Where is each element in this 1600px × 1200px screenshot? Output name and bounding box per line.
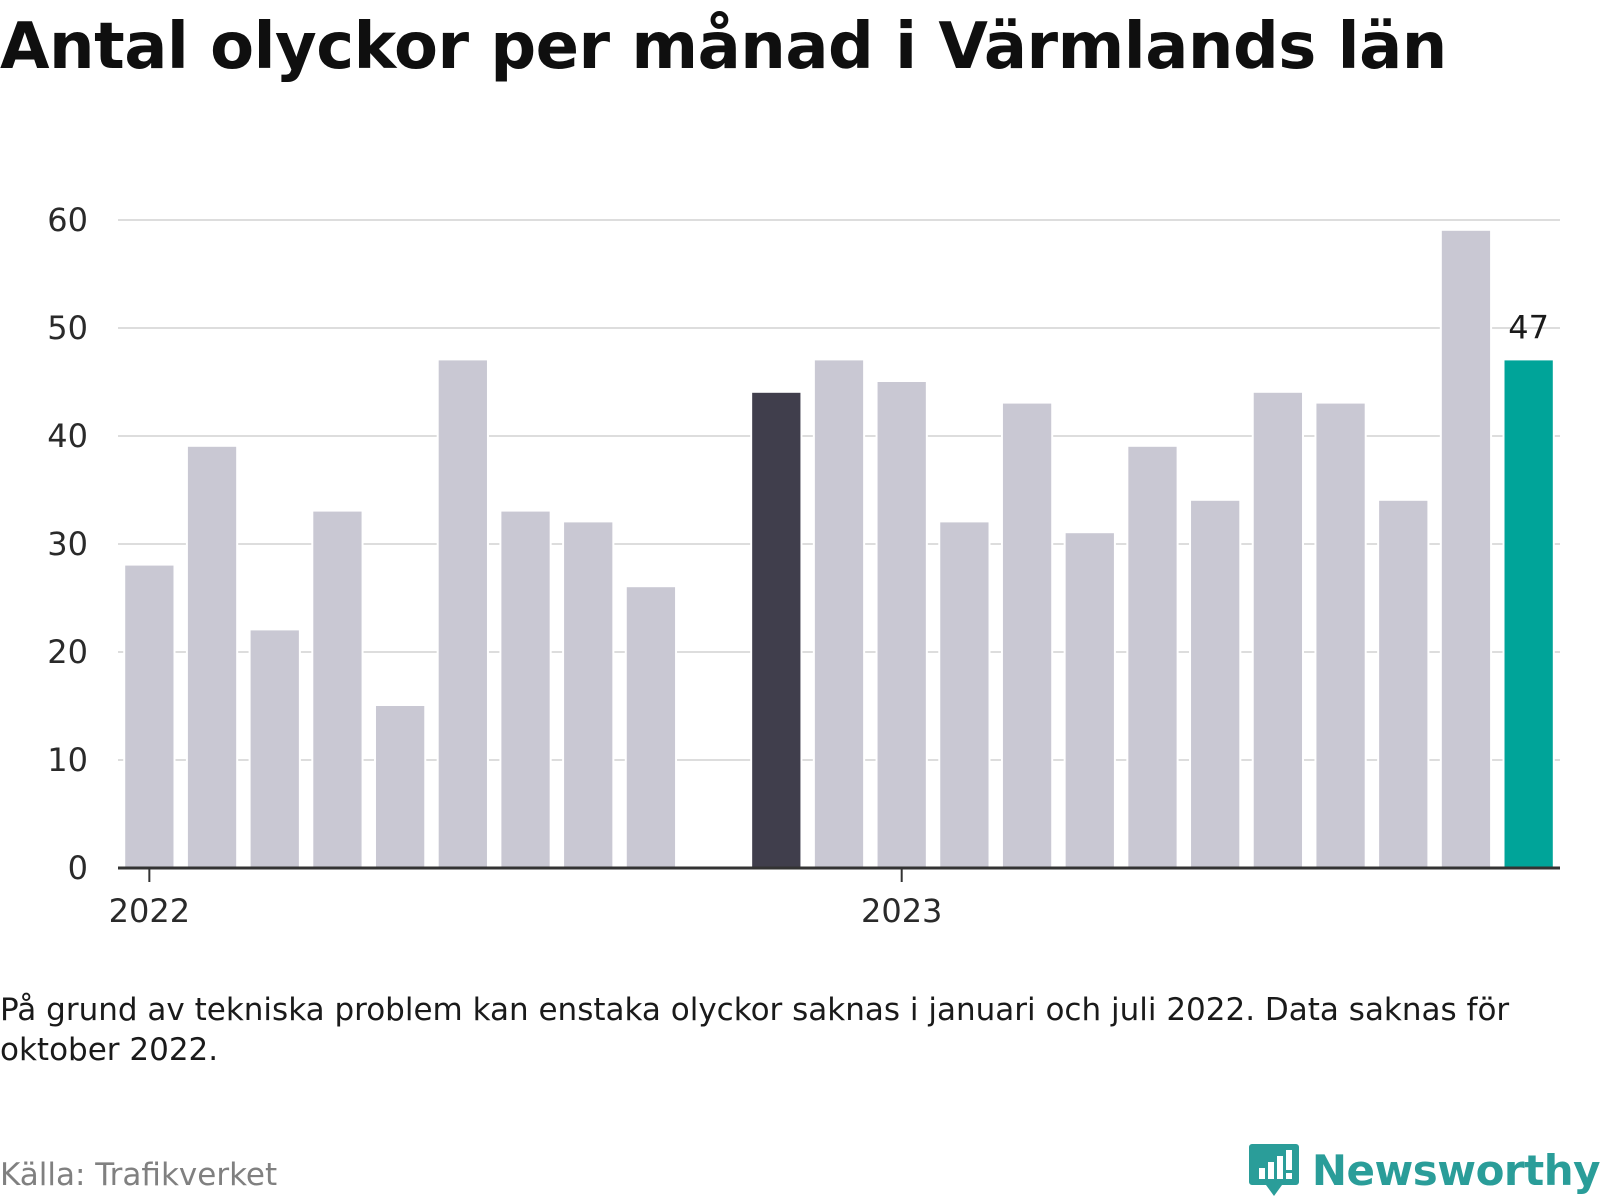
x-tick-label: 2023 [861, 892, 942, 930]
bar [812, 358, 866, 870]
bar [938, 520, 991, 871]
brand-name: Newsworthy [1311, 1145, 1600, 1195]
bar [1314, 401, 1367, 870]
y-tick-label: 60 [47, 201, 88, 239]
bar [1502, 358, 1555, 870]
bar [248, 628, 301, 871]
newsworthy-logo: Newsworthy [1248, 1142, 1600, 1198]
bar [1063, 531, 1116, 870]
bar [1000, 401, 1054, 870]
bar [373, 704, 427, 870]
bar [185, 444, 239, 870]
y-tick-label: 20 [47, 633, 88, 671]
chart-title: Antal olyckor per månad i Värmlands län [0, 10, 1447, 84]
y-tick-label: 40 [47, 417, 88, 455]
bar [1251, 390, 1305, 870]
y-tick-label: 30 [47, 525, 88, 563]
source-label: Källa: Trafikverket [0, 1157, 278, 1193]
bar [436, 358, 489, 870]
bar [1126, 444, 1179, 870]
bar-chart: 0 10 20 30 40 50 60 2022 2023 47 [47, 201, 1560, 930]
chart-note: På grund av tekniska problem kan enstaka… [0, 992, 1510, 1068]
bar [875, 380, 928, 870]
y-tick-label: 0 [68, 849, 88, 887]
bar [750, 390, 803, 870]
bar [499, 509, 552, 870]
x-tick-label: 2022 [109, 892, 190, 930]
bar [1189, 498, 1242, 870]
bar [1439, 228, 1493, 871]
bar [624, 585, 678, 870]
bar [562, 520, 615, 871]
bar [311, 509, 364, 870]
y-tick-label: 10 [47, 741, 88, 779]
data-label: 47 [1508, 308, 1549, 346]
newsworthy-logo-icon [1248, 1144, 1299, 1196]
bar [1377, 498, 1430, 870]
y-tick-label: 50 [47, 309, 88, 347]
bar [123, 563, 176, 870]
